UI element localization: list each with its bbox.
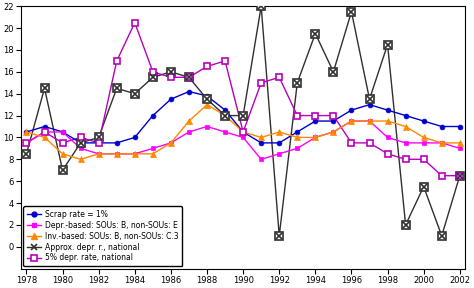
Legend: Scrap rate = 1%, Depr.-based: SOUs: B, non-SOUs: E, Inv.-based: SOUs: B, non-SOU: Scrap rate = 1%, Depr.-based: SOUs: B, n… [23,206,182,266]
